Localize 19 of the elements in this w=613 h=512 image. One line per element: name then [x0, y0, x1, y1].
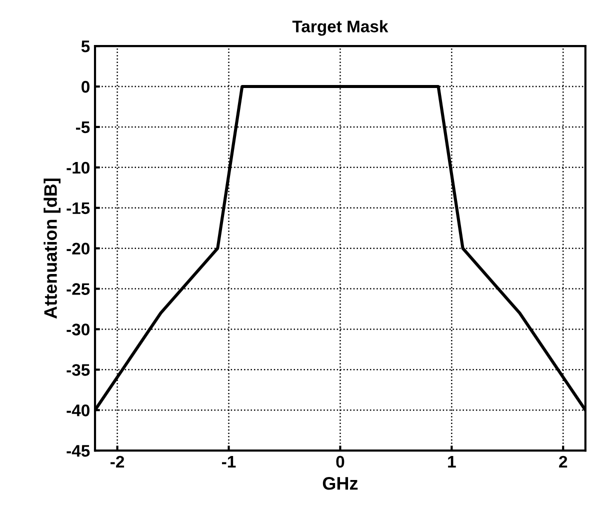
y-tick-label: -30 [66, 324, 90, 336]
x-tick-label: -2 [110, 456, 124, 468]
y-tick-label: -5 [76, 122, 90, 134]
x-tick-label: 0 [336, 456, 344, 468]
x-tick-label: 1 [448, 456, 456, 468]
y-axis-title: Attenuation [dB] [44, 178, 61, 319]
y-tick-label: 0 [82, 80, 90, 93]
y-tick-label: -25 [66, 283, 90, 295]
y-tick-label: -45 [66, 445, 90, 457]
y-tick-label: -35 [66, 364, 90, 376]
y-tick-label: -40 [66, 404, 90, 416]
y-tick-label: 5 [81, 40, 90, 52]
y-tick-label: -15 [66, 202, 90, 214]
x-tick-label: -1 [222, 456, 236, 468]
x-axis-title: GHz [322, 476, 358, 490]
x-tick-label: 2 [559, 456, 568, 468]
y-tick-label: -20 [66, 242, 90, 255]
y-tick-label: -10 [66, 162, 90, 174]
chart-title: Target Mask [292, 20, 388, 36]
